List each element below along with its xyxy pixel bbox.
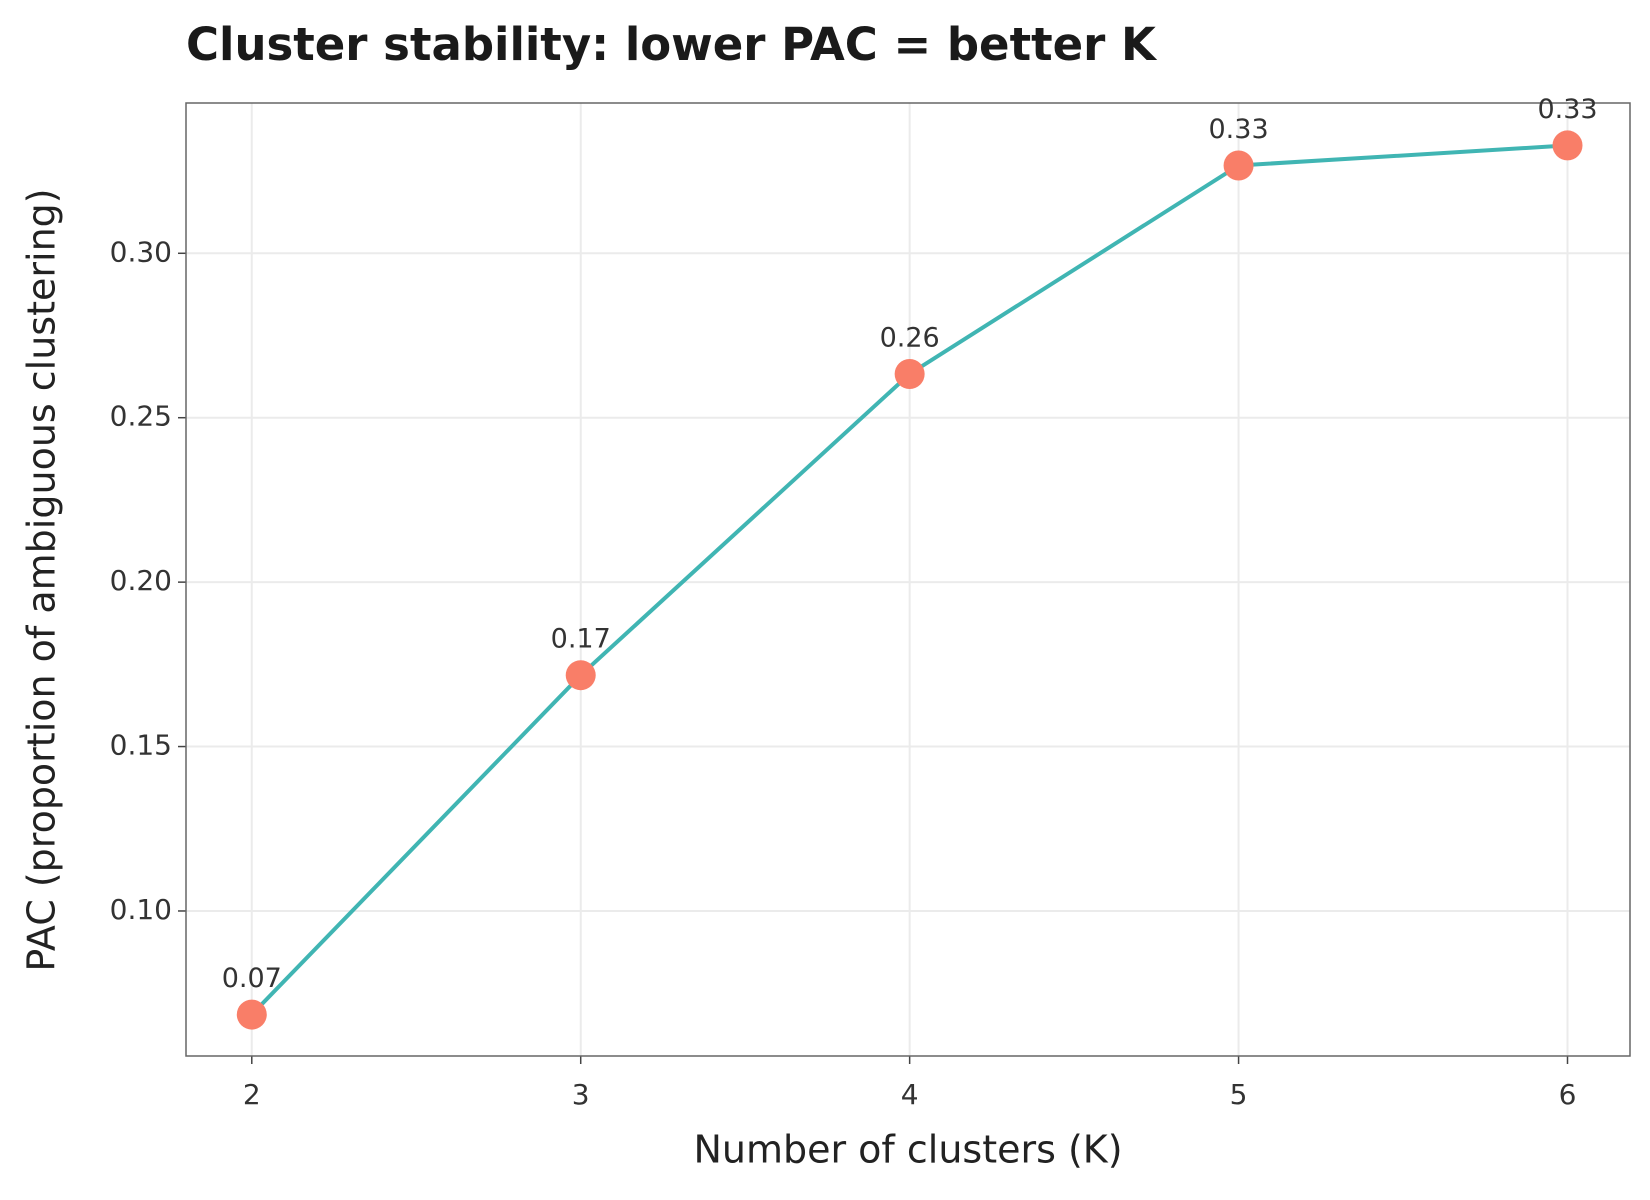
plot-border xyxy=(185,102,1631,1057)
point xyxy=(565,660,596,691)
point xyxy=(1552,130,1583,161)
x-axis-label: Number of clusters (K) xyxy=(693,1128,1122,1172)
point xyxy=(1223,150,1254,181)
x-tick-label: 4 xyxy=(901,1078,919,1111)
point xyxy=(236,999,267,1030)
chart-title: Cluster stability: lower PAC = better K xyxy=(186,18,1158,71)
data-label: 0.26 xyxy=(880,322,940,353)
data-label: 0.33 xyxy=(1537,94,1597,125)
y-axis-label: PAC (proportion of ambiguous clustering) xyxy=(20,188,64,971)
y-tick-label: 0.25 xyxy=(110,400,172,433)
y-tick-label: 0.30 xyxy=(110,235,172,268)
data-label: 0.17 xyxy=(551,624,611,655)
data-label: 0.07 xyxy=(222,963,282,994)
x-tick-label: 5 xyxy=(1230,1078,1248,1111)
y-tick-label: 0.15 xyxy=(110,729,172,762)
y-tick-label: 0.10 xyxy=(110,893,172,926)
data-label: 0.33 xyxy=(1209,114,1269,145)
point xyxy=(894,358,925,389)
x-tick-label: 6 xyxy=(1559,1078,1577,1111)
x-tick-label: 2 xyxy=(243,1078,261,1111)
y-tick-label: 0.20 xyxy=(110,564,172,597)
x-tick-label: 3 xyxy=(572,1078,590,1111)
